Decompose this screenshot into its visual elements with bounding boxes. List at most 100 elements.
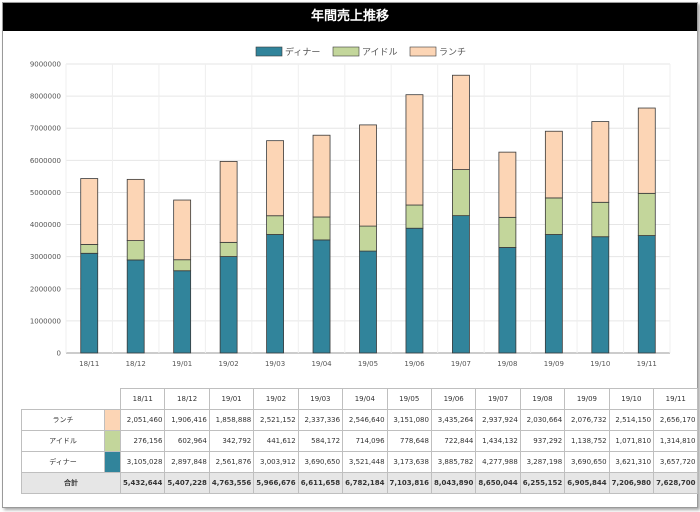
table-header-row: 18/11 18/12 19/01 19/02 19/03 19/04 19/05 19/06… — [22, 388, 699, 410]
table-cell: 3,287,198 — [519, 451, 566, 473]
row-label: アイドル — [21, 430, 105, 452]
bar-segment — [359, 250, 377, 354]
y-tick-label: 1000000 — [30, 317, 61, 325]
table-cell: 2,656,170 — [653, 409, 699, 431]
table-cell: 4,277,988 — [475, 451, 521, 473]
total-label: 合計 — [21, 472, 121, 494]
data-table: 18/11 18/12 19/01 19/02 19/03 19/04 19/05 19/06… — [21, 388, 699, 494]
total-cell: 7,103,816 — [386, 472, 432, 494]
bar-segment — [173, 199, 192, 261]
table-cell: 1,858,888 — [208, 409, 255, 431]
total-cell: 5,407,228 — [164, 472, 210, 494]
table-cell: 342,792 — [208, 430, 255, 452]
y-tick-label: 7000000 — [30, 125, 61, 133]
x-tick-label: 19/07 — [451, 360, 471, 368]
x-tick-label: 19/10 — [590, 360, 610, 368]
x-tick-label: 19/08 — [497, 360, 517, 368]
table-corner — [22, 389, 105, 410]
x-tick-label: 19/02 — [219, 360, 239, 368]
total-cell: 7,206,980 — [608, 472, 655, 494]
table-cell: 2,514,150 — [608, 409, 655, 431]
table-header-cell: 19/10 — [608, 388, 655, 410]
total-cell: 4,763,556 — [208, 472, 255, 494]
total-cell: 7,628,700 — [653, 472, 699, 494]
table-header-cell: 19/11 — [653, 388, 699, 410]
total-cell: 8,043,890 — [430, 472, 477, 494]
table-cell: 441,612 — [253, 430, 299, 452]
x-tick-label: 19/11 — [637, 360, 657, 368]
bar-segment — [405, 227, 424, 354]
row-label: ランチ — [21, 409, 105, 431]
bar-segment — [637, 192, 656, 236]
x-tick-label: 19/06 — [404, 360, 425, 368]
table-cell: 3,885,782 — [430, 451, 477, 473]
table-cell: 1,071,810 — [608, 430, 655, 452]
table-header-cell: 19/07 — [475, 388, 521, 410]
table-row: ディナー 3,105,028 2,897,848 2,561,876 3,003,912… — [21, 451, 699, 473]
table-header-cell: 19/05 — [386, 388, 432, 410]
bar-segment — [312, 134, 331, 218]
bar-segment — [498, 247, 517, 354]
x-tick-label: 18/12 — [126, 360, 146, 368]
table-header-cell: 18/12 — [164, 388, 210, 410]
bar-segment — [80, 178, 99, 245]
table-cell: 2,076,732 — [564, 409, 610, 431]
table-cell: 2,337,336 — [297, 409, 344, 431]
bar-segment — [591, 236, 610, 354]
y-tick-label: 0 — [57, 350, 61, 358]
bar-segment — [312, 239, 331, 354]
y-tick-label: 9000000 — [30, 61, 61, 69]
bar-segment — [498, 151, 517, 218]
row-label: ディナー — [21, 451, 105, 473]
total-row: 合計 5,432,644 5,407,228 4,763,556 5,966,676 6,… — [21, 472, 699, 494]
table-row: アイドル 276,156 602,964 342,792 441,612 584,172 7… — [21, 430, 699, 452]
bar-segment — [498, 216, 517, 248]
table-cell: 584,172 — [297, 430, 344, 452]
bar-segment — [544, 197, 563, 235]
table-header-cell: 19/02 — [253, 388, 299, 410]
y-tick-label: 2000000 — [30, 285, 61, 293]
table-cell: 3,690,650 — [297, 451, 344, 473]
table-cell: 2,030,664 — [519, 409, 566, 431]
bar-segment — [405, 94, 424, 206]
bar-segment — [80, 252, 99, 354]
x-tick-label: 19/05 — [358, 360, 378, 368]
legend-swatch — [255, 46, 283, 57]
table-cell: 3,173,638 — [386, 451, 432, 473]
total-cell: 5,432,644 — [119, 472, 166, 494]
table-cell: 1,434,132 — [475, 430, 521, 452]
table-header-cell: 19/06 — [430, 388, 477, 410]
bar-segment — [544, 234, 563, 354]
bar-segment — [266, 140, 284, 217]
bar-segment — [219, 161, 238, 243]
table-header-cell: 18/11 — [119, 388, 166, 410]
bar-segment — [126, 178, 145, 241]
table-cell: 1,906,416 — [164, 409, 210, 431]
table-header-cell: 19/01 — [208, 388, 255, 410]
legend-label: ランチ — [439, 47, 466, 58]
bars — [80, 74, 656, 354]
table-corner-swatch — [105, 389, 121, 410]
bar-segment — [452, 169, 470, 217]
table-cell: 602,964 — [164, 430, 210, 452]
total-cell: 8,650,044 — [475, 472, 521, 494]
table-body: ランチ 2,051,460 1,906,416 1,858,888 2,521,152 2… — [21, 409, 699, 494]
bar-segment — [126, 240, 145, 261]
table-cell: 2,561,876 — [208, 451, 255, 473]
legend-label: ディナー — [285, 46, 320, 58]
table-header-cell: 19/03 — [297, 388, 344, 410]
y-tick-label: 5000000 — [30, 189, 61, 197]
table-cell: 3,435,264 — [430, 409, 477, 431]
legend-label: アイドル — [362, 48, 398, 58]
y-axis: 0 1000000 2000000 3000000 4000000 5000000 6000… — [30, 61, 61, 358]
bar-segment — [359, 225, 377, 252]
y-tick-label: 4000000 — [30, 221, 61, 229]
total-cell: 6,905,844 — [564, 472, 610, 494]
bar-segment — [637, 107, 656, 194]
y-tick-label: 6000000 — [30, 157, 61, 165]
total-cell: 6,782,184 — [342, 472, 388, 494]
table-cell: 722,844 — [430, 430, 477, 452]
bar-segment — [312, 216, 331, 241]
legend: ディナー アイドル ランチ — [255, 46, 466, 58]
table-cell: 3,003,912 — [253, 451, 299, 473]
